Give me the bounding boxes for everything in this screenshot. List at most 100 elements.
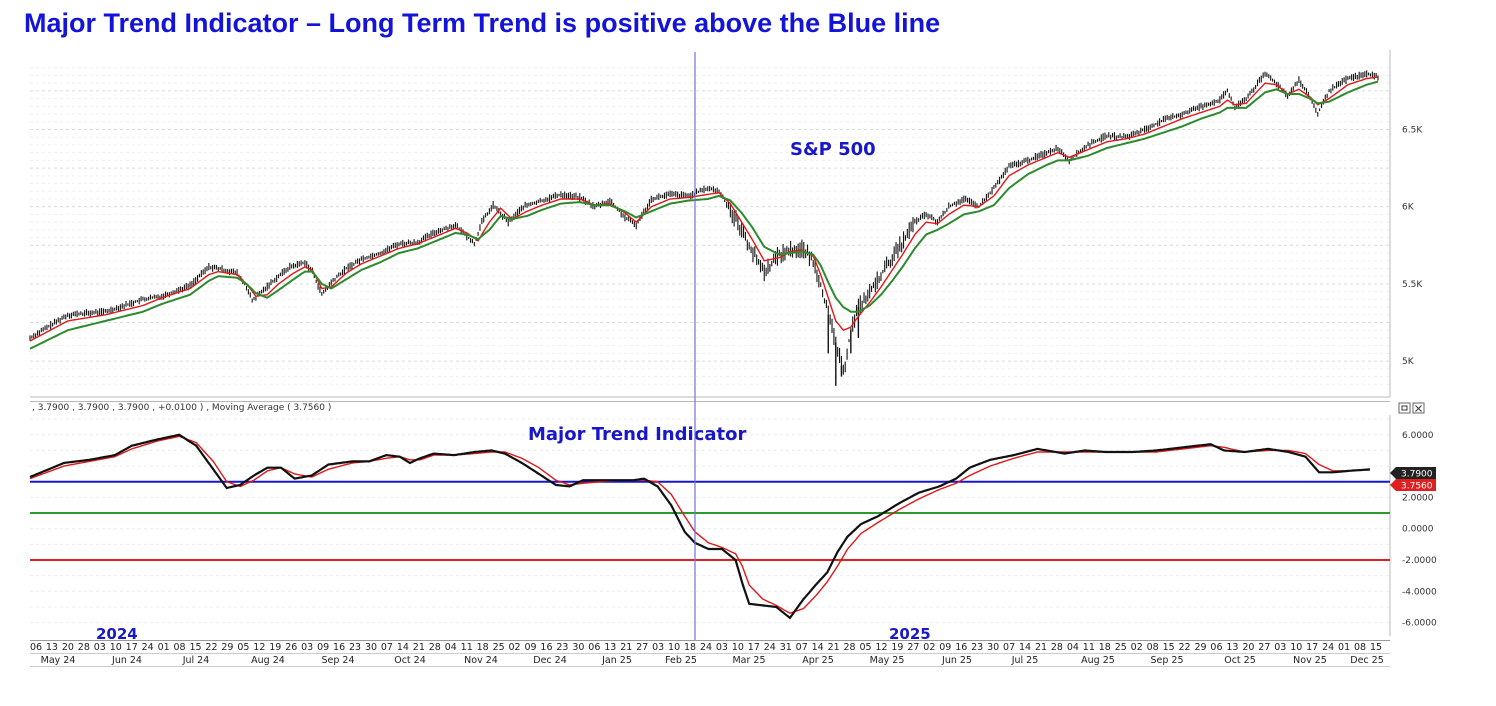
month-label: Jan 25 [601,655,632,666]
date-tick-label: 29 [1194,642,1206,653]
date-tick-label: 30 [572,642,584,653]
date-tick-label: 28 [78,642,90,653]
date-tick-label: 03 [301,642,313,653]
date-tick-label: 04 [1067,642,1079,653]
date-tick-label: 17 [126,642,138,653]
maximize-panel-button[interactable] [1398,402,1411,414]
page-title: Major Trend Indicator – Long Term Trend … [24,8,941,38]
date-tick-label: 24 [764,642,776,653]
indicator-tick-label: -6.0000 [1402,619,1437,629]
indicator-header: , 3.7900 , 3.7900 , 3.7900 , +0.0100 ) ,… [32,403,331,413]
last-ma-tag [1390,479,1436,491]
month-label: Apr 25 [802,655,834,666]
date-tick-label: 04 [445,642,457,653]
month-label: Aug 24 [251,655,285,666]
date-tick-label: 07 [1003,642,1015,653]
date-tick-label: 25 [493,642,505,653]
date-tick-label: 17 [748,642,760,653]
maximize-icon [1401,405,1408,411]
date-tick-label: 15 [1163,642,1175,653]
month-label: Oct 25 [1224,655,1256,666]
last-ma-text: 3.7560 [1401,482,1433,492]
date-tick-label: 27 [636,642,648,653]
month-label: Jul 25 [1011,655,1039,666]
indicator-tick-label: 0.0000 [1402,525,1434,535]
month-label: Mar 25 [732,655,765,666]
month-label: Feb 25 [665,655,697,666]
indicator-axis: 6.0000 2.0000 0.0000 -2.0000 -4.0000 -6.0000 [1402,431,1437,629]
indicator-level-lines [30,480,1390,561]
last-value-text: 3.7900 [1401,470,1433,480]
date-tick-label: 14 [812,642,824,653]
month-label: Sep 25 [1150,655,1183,666]
trend-indicator-line [29,433,1371,620]
date-tick-label: 13 [1226,642,1238,653]
date-tick-label: 25 [1115,642,1127,653]
date-tick-label: 03 [94,642,106,653]
month-label: Nov 24 [464,655,498,666]
date-tick-label: 20 [62,642,74,653]
month-label: Aug 25 [1081,655,1115,666]
date-tick-label: 01 [158,642,170,653]
month-labels: May 24 Jun 24 Jul 24 Aug 24 Sep 24 Oct 24 Nov … [41,655,1384,666]
date-tick-label: 10 [110,642,122,653]
date-tick-label: 15 [189,642,201,653]
price-fast-ma-line [29,76,1379,342]
date-tick-label: 11 [1083,642,1095,653]
price-series [29,70,1379,386]
date-tick-label: 02 [1131,642,1143,653]
sp500-annotation: S&P 500 [790,139,876,160]
date-tick-label: 13 [604,642,616,653]
indicator-series [29,433,1371,620]
date-tick-label: 27 [907,642,919,653]
date-tick-label: 06 [1210,642,1222,653]
trend-moving-average-line [29,435,1371,614]
price-tick-label: 5.5K [1402,280,1423,290]
date-tick-label: 03 [1274,642,1286,653]
date-tick-label: 06 [30,642,42,653]
indicator-panel: , 3.7900 , 3.7900 , 3.7900 , +0.0100 ) ,… [29,401,1437,643]
date-tick-label: 18 [1099,642,1111,653]
indicator-tick-label: 6.0000 [1402,431,1434,441]
month-label: Dec 24 [533,655,567,666]
last-value-tags: 3.7900 3.7560 [1390,467,1436,492]
date-tick-label: 12 [875,642,887,653]
month-label: May 24 [41,655,76,666]
date-tick-label: 11 [461,642,473,653]
price-panel: 6.5K 6K 5.5K 5K S&P 500 [29,50,1423,398]
date-tick-label: 16 [955,642,967,653]
date-tick-label: 28 [1051,642,1063,653]
year-label-2024: 2024 [96,625,138,643]
date-tick-label: 09 [524,642,536,653]
date-tick-label: 05 [237,642,249,653]
date-tick-label: 21 [620,642,632,653]
close-icon [1415,405,1422,412]
date-tick-label: 24 [1322,642,1334,653]
date-tick-label: 27 [1258,642,1270,653]
date-tick-label: 24 [700,642,712,653]
major-trend-annotation: Major Trend Indicator [528,424,746,445]
date-tick-label: 14 [1019,642,1031,653]
date-tick-label: 19 [269,642,281,653]
month-label: Dec 25 [1350,655,1384,666]
date-tick-label: 28 [429,642,441,653]
date-tick-label: 02 [509,642,521,653]
date-tick-label: 23 [556,642,568,653]
price-tick-label: 6.5K [1402,125,1423,135]
date-axis: 06 13 20 28 03 10 17 24 01 08 15 22 29 05 12 19 26 03 09 16… [30,640,1390,667]
date-tick-label: 22 [205,642,217,653]
year-label-2025: 2025 [889,625,931,643]
panel-window-buttons [1398,402,1425,414]
date-tick-label: 05 [859,642,871,653]
month-label: May 25 [870,655,905,666]
date-tick-label: 22 [1179,642,1191,653]
date-tick-label: 18 [477,642,489,653]
date-tick-label: 14 [397,642,409,653]
date-tick-label: 16 [540,642,552,653]
date-tick-label: 10 [1290,642,1302,653]
price-tick-label: 5K [1402,357,1415,367]
date-tick-label: 29 [221,642,233,653]
date-tick-label: 16 [333,642,345,653]
date-tick-label: 17 [1306,642,1318,653]
